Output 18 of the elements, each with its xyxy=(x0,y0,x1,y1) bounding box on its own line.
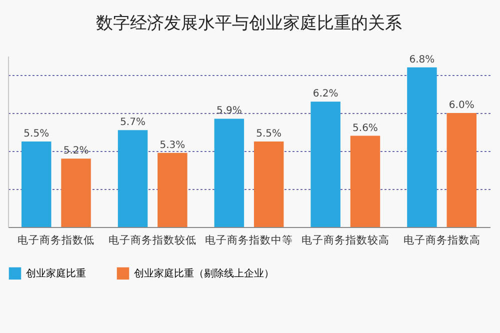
data-label: 5.6% xyxy=(352,122,378,134)
data-label: 5.7% xyxy=(120,117,146,128)
data-label: 5.5% xyxy=(256,128,282,140)
x-tick-label: 电子商务指数高 xyxy=(403,234,480,246)
data-label: 5.2% xyxy=(63,146,89,157)
x-tick-label: 电子商务指数较高 xyxy=(301,234,390,246)
legend-label: 创业家庭比重（剔除线上企业） xyxy=(134,267,274,280)
data-label: 6.0% xyxy=(448,100,474,111)
data-label: 6.8% xyxy=(409,54,435,66)
data-label: 5.3% xyxy=(160,140,186,151)
data-label: 5.5% xyxy=(24,128,50,140)
data-label: 5.9% xyxy=(216,106,242,117)
chart-title: 数字经济发展水平与创业家庭比重的关系 xyxy=(96,13,402,34)
x-tick-label: 电子商务指数低 xyxy=(18,234,95,246)
x-tick-label: 电子商务指数中等 xyxy=(205,234,293,246)
legend-label: 创业家庭比重 xyxy=(26,267,86,280)
x-tick-label: 电子商务指数较低 xyxy=(108,234,197,246)
data-label: 6.2% xyxy=(312,88,338,100)
